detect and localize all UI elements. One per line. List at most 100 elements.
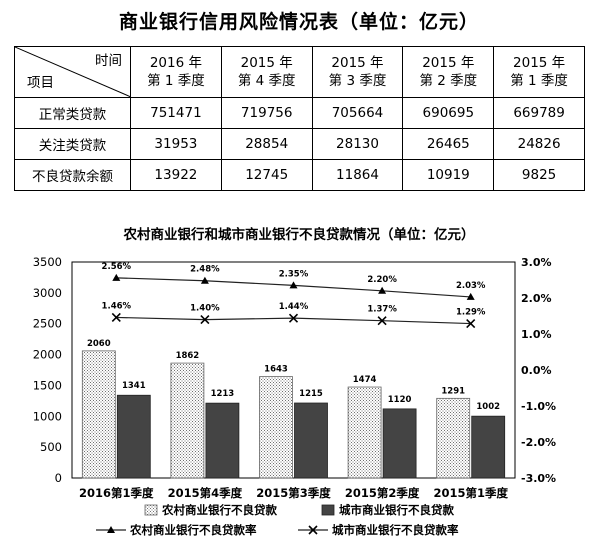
- table-corner-cell: 时间 项目: [14, 46, 131, 98]
- legend-marker-city: [308, 525, 318, 535]
- column-header-year: 2015 年: [513, 55, 566, 71]
- bar-city: [382, 408, 417, 479]
- column-header: 2015 年第 3 季度: [311, 46, 404, 98]
- table-cell: 690695: [402, 97, 495, 129]
- point-city-rate: [377, 316, 387, 326]
- table-cell: 9825: [493, 159, 585, 191]
- y2-tick-label: 1.0%: [521, 328, 552, 341]
- bar-city-label: 1215: [299, 389, 323, 399]
- point-rural-rate-label: 2.20%: [367, 275, 397, 285]
- column-header-quarter: 第 1 季度: [510, 73, 568, 89]
- y-tick-label: 1500: [33, 378, 62, 392]
- point-city-rate-label: 1.37%: [367, 305, 397, 315]
- column-header: 2015 年第 2 季度: [402, 46, 495, 98]
- column-header-year: 2015 年: [422, 55, 475, 71]
- table-cell: 28854: [220, 128, 313, 160]
- table-title: 商业银行信用风险情况表（单位：亿元）: [118, 11, 479, 33]
- legend-swatch-city: [321, 504, 335, 516]
- x-tick-label: 2015第3季度: [256, 486, 331, 500]
- point-city-rate-label: 1.29%: [456, 308, 486, 318]
- chart-title: 农村商业银行和城市商业银行不良贷款情况（单位：亿元）: [123, 226, 475, 243]
- point-city-rate-label: 1.40%: [190, 304, 220, 314]
- bar-city: [205, 402, 240, 479]
- column-header-year: 2016 年: [149, 55, 202, 71]
- bar-rural-label: 2060: [87, 339, 111, 349]
- bar-city: [294, 402, 328, 479]
- table-cell: 719756: [220, 97, 313, 129]
- legend-label-city: 城市商业银行不良贷款: [339, 503, 454, 517]
- x-tick-label: 2016第1季度: [79, 486, 154, 500]
- table-row: 关注类贷款 31953 28854 28130 26465 24826: [14, 128, 585, 160]
- point-rural-rate: [289, 281, 298, 289]
- y-tick-label: 3500: [33, 255, 62, 269]
- table-row: 不良贷款余额 13922 12745 11864 10919 9825: [14, 159, 585, 191]
- y-tick-label: 3000: [33, 286, 62, 300]
- y2-tick-label: -3.0%: [521, 472, 556, 485]
- legend-label-rural: 农村商业银行不良贷款: [161, 503, 277, 517]
- bar-city-label: 1213: [211, 389, 235, 399]
- table-cell: 669789: [493, 97, 585, 129]
- point-rural-rate-label: 2.35%: [279, 269, 309, 279]
- y2-tick-label: -1.0%: [521, 400, 556, 413]
- point-city-rate: [288, 313, 299, 323]
- y2-tick-label: 2.0%: [521, 292, 552, 305]
- table-header-row: 时间 项目 2016 年第 1 季度 2015 年第 4 季度 2015 年第 …: [14, 46, 585, 98]
- point-rural-rate-label: 2.03%: [456, 281, 486, 291]
- bar-rural-label: 1643: [264, 365, 288, 375]
- x-tick-label: 2015第4季度: [168, 486, 243, 500]
- point-rural-rate: [200, 276, 209, 284]
- corner-time-label: 时间: [95, 53, 122, 69]
- bar-rural-label: 1474: [353, 375, 377, 385]
- plot-frame: [71, 261, 516, 479]
- corner-diagonal: [15, 47, 131, 97]
- point-rural-rate: [466, 292, 475, 300]
- table-cell: 751471: [130, 97, 222, 129]
- column-header-quarter: 第 2 季度: [419, 73, 478, 89]
- point-city-rate-label: 1.44%: [279, 302, 309, 312]
- x-tick-label: 2015第1季度: [433, 486, 508, 500]
- credit-risk-table: 时间 项目 2016 年第 1 季度 2015 年第 4 季度 2015 年第 …: [14, 46, 585, 191]
- table-cell: 24826: [493, 128, 585, 160]
- column-header: 2015 年第 1 季度: [493, 46, 585, 98]
- bar-rural-label: 1291: [441, 386, 465, 396]
- y-tick-label: 1000: [33, 409, 62, 423]
- column-header-year: 2015 年: [240, 55, 293, 71]
- bar-rural: [259, 376, 293, 479]
- bar-rural: [436, 397, 471, 479]
- bar-rural-label: 1862: [176, 351, 200, 361]
- column-header-quarter: 第 3 季度: [328, 73, 387, 89]
- legend-swatch-rural: [144, 504, 158, 516]
- bar-city-label: 1341: [122, 381, 146, 391]
- legend-label-rural-rate: 农村商业银行不良贷款率: [129, 523, 257, 537]
- point-rural-rate: [378, 286, 387, 294]
- y2-tick-label: -2.0%: [521, 436, 556, 449]
- table-cell: 26465: [402, 128, 495, 160]
- point-city-rate-label: 1.46%: [102, 301, 132, 311]
- bar-city: [116, 394, 151, 479]
- row-label: 不良贷款余额: [14, 159, 131, 191]
- bar-rural: [347, 386, 382, 479]
- row-label: 关注类贷款: [14, 128, 131, 160]
- column-header-year: 2015 年: [331, 55, 384, 71]
- table-cell: 10919: [402, 159, 495, 191]
- table-row: 正常类贷款 751471 719756 705664 690695 669789: [14, 97, 585, 129]
- point-city-rate: [111, 312, 121, 323]
- table-cell: 705664: [311, 97, 404, 129]
- y-tick-label: 2000: [33, 348, 62, 362]
- point-rural-rate: [112, 273, 121, 281]
- y-tick-label: 500: [40, 440, 62, 454]
- legend-label-city-rate: 城市商业银行不良贷款率: [332, 523, 459, 537]
- point-rural-rate-label: 2.56%: [102, 262, 132, 272]
- bar-rural: [170, 362, 205, 479]
- x-tick-label: 2015第2季度: [345, 486, 420, 500]
- column-header: 2016 年第 1 季度: [130, 46, 222, 98]
- table-cell: 11864: [311, 159, 404, 191]
- y-tick-label: 0: [55, 471, 62, 485]
- bar-city: [471, 415, 506, 479]
- corner-item-label: 项目: [27, 75, 54, 91]
- y-tick-label: 2500: [33, 317, 62, 331]
- table-cell: 31953: [130, 128, 222, 160]
- npl-chart: 农村商业银行和城市商业银行不良贷款情况（单位：亿元） 0 500 1000 1500 2…: [33, 226, 556, 537]
- table-cell: 13922: [130, 159, 222, 191]
- table-cell: 12745: [220, 159, 313, 191]
